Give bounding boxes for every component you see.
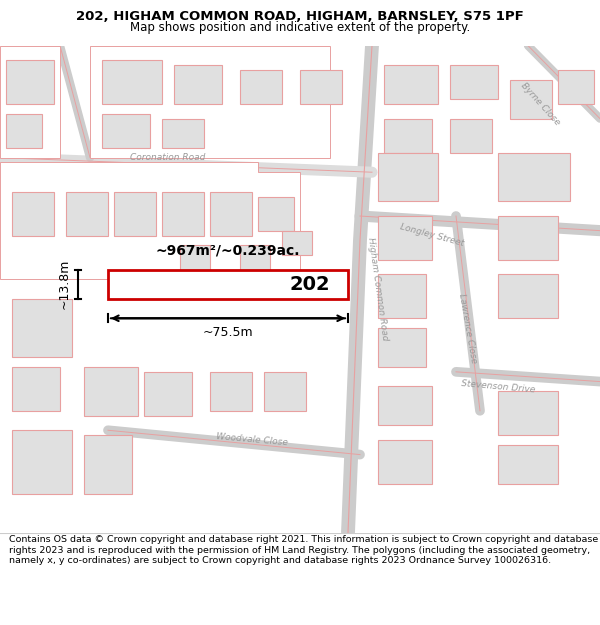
- Polygon shape: [90, 46, 330, 158]
- Bar: [240, 70, 282, 104]
- Bar: [498, 274, 558, 318]
- Bar: [180, 245, 210, 269]
- Text: Contains OS data © Crown copyright and database right 2021. This information is : Contains OS data © Crown copyright and d…: [9, 535, 598, 565]
- Text: Stevenson Drive: Stevenson Drive: [461, 379, 535, 394]
- Bar: [102, 60, 162, 104]
- Text: Higham Common Road: Higham Common Road: [366, 237, 390, 341]
- Polygon shape: [108, 269, 348, 299]
- Bar: [378, 440, 432, 484]
- Bar: [510, 80, 552, 119]
- Bar: [258, 196, 294, 231]
- Bar: [162, 192, 204, 236]
- Bar: [264, 372, 306, 411]
- Bar: [84, 435, 132, 494]
- Bar: [378, 152, 438, 201]
- Bar: [384, 119, 432, 152]
- Bar: [282, 231, 312, 255]
- Text: ~75.5m: ~75.5m: [203, 326, 253, 339]
- Polygon shape: [0, 46, 60, 158]
- Bar: [450, 119, 492, 152]
- Bar: [12, 192, 54, 236]
- Bar: [498, 445, 558, 484]
- Bar: [498, 391, 558, 435]
- Bar: [378, 274, 426, 318]
- Bar: [102, 114, 150, 148]
- Bar: [210, 372, 252, 411]
- Bar: [378, 216, 432, 260]
- Bar: [114, 192, 156, 236]
- Text: ~13.8m: ~13.8m: [58, 259, 71, 309]
- Text: Lawrence Close: Lawrence Close: [457, 292, 479, 364]
- Bar: [6, 60, 54, 104]
- Bar: [66, 192, 108, 236]
- Text: 202, HIGHAM COMMON ROAD, HIGHAM, BARNSLEY, S75 1PF: 202, HIGHAM COMMON ROAD, HIGHAM, BARNSLE…: [76, 10, 524, 23]
- Bar: [498, 152, 570, 201]
- Bar: [498, 216, 558, 260]
- Text: ~967m²/~0.239ac.: ~967m²/~0.239ac.: [156, 243, 300, 258]
- Bar: [6, 114, 42, 148]
- Bar: [12, 430, 72, 494]
- Bar: [84, 367, 138, 416]
- Bar: [12, 299, 72, 358]
- Bar: [300, 70, 342, 104]
- Bar: [558, 70, 594, 104]
- Bar: [210, 192, 252, 236]
- Text: Coronation Road: Coronation Road: [130, 153, 206, 162]
- Text: Byrne Close: Byrne Close: [518, 81, 562, 127]
- Bar: [144, 372, 192, 416]
- Text: Woodvale Close: Woodvale Close: [216, 432, 288, 447]
- Text: Map shows position and indicative extent of the property.: Map shows position and indicative extent…: [130, 21, 470, 34]
- Bar: [450, 65, 498, 99]
- Polygon shape: [0, 162, 300, 279]
- Text: 202: 202: [289, 275, 330, 294]
- Bar: [384, 65, 438, 104]
- Bar: [174, 65, 222, 104]
- Bar: [240, 245, 270, 269]
- Text: Longley Street: Longley Street: [399, 222, 465, 248]
- Bar: [378, 328, 426, 367]
- Bar: [378, 386, 432, 426]
- Bar: [12, 367, 60, 411]
- Bar: [162, 119, 204, 148]
